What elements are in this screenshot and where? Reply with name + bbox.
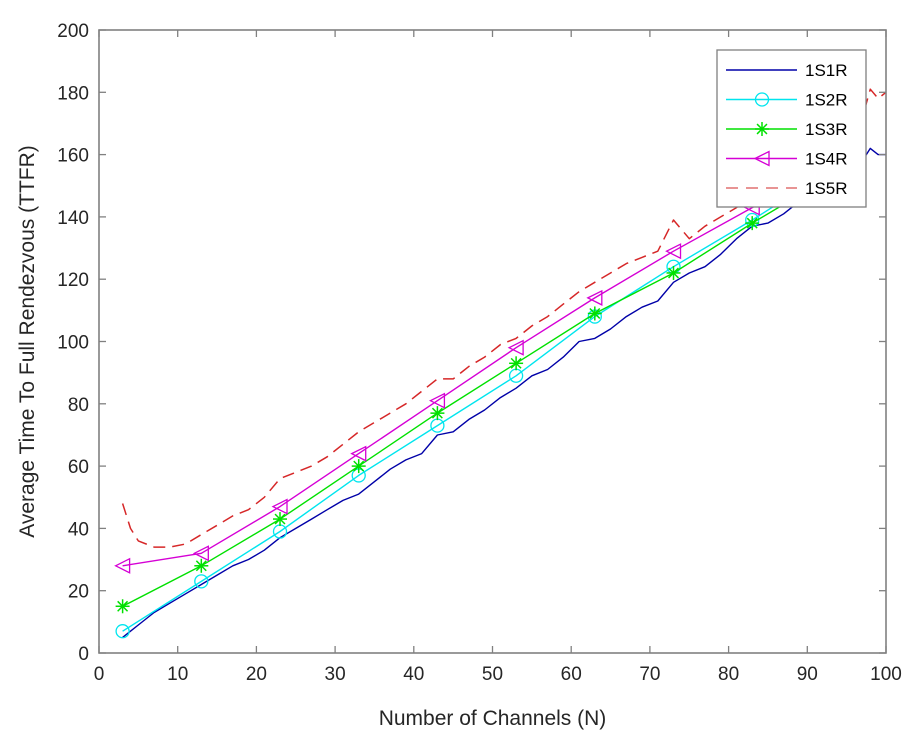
y-tick-label: 140 [57,208,89,229]
y-tick-label: 0 [78,644,89,665]
legend-label: 1S3R [805,120,848,139]
y-axis-label: Average Time To Full Rendezvous (TTFR) [16,145,39,538]
y-tick-label: 200 [57,21,89,42]
series-1s5r [121,88,887,548]
y-tick-label: 180 [57,83,89,104]
x-tick-label: 30 [325,664,346,685]
series-1s1r [122,147,886,638]
legend-label: 1S5R [805,179,848,198]
y-tick-label: 100 [57,333,89,354]
y-tick-label: 20 [68,582,89,603]
x-tick-label: 40 [403,664,424,685]
legend-label: 1S2R [805,91,848,110]
legend-item-1s5r: 1S5R [726,179,848,198]
x-tick-label: 10 [167,664,188,685]
x-tick-label: 100 [870,664,902,685]
x-tick-label: 60 [561,664,582,685]
series-layer [114,88,887,639]
legend-label: 1S4R [805,150,848,169]
y-tick-label: 80 [68,395,89,416]
y-tick-label: 120 [57,270,89,291]
legend-item-1s3r: 1S3R [726,120,848,139]
legend-label: 1S1R [805,61,848,80]
legend-item-1s4r: 1S4R [726,150,848,169]
series-1s3r [115,169,838,614]
y-tick-label: 60 [68,457,89,478]
legend-item-1s1r: 1S1R [726,61,848,80]
x-tick-label: 70 [639,664,660,685]
x-tick-label: 90 [797,664,818,685]
x-tick-label: 0 [94,664,105,685]
y-tick-label: 40 [68,519,89,540]
axes: 0 10 20 30 40 50 60 70 80 90 100 0 20 40 60 80 100 120 140… [57,21,902,685]
legend-item-1s2r: 1S2R [726,91,848,110]
legend: 1S1R 1S2R 1S3R 1S4R 1S5R [716,49,867,208]
x-tick-label: 20 [246,664,267,685]
x-axis-label: Number of Channels (N) [379,707,607,730]
x-tick-label: 50 [482,664,503,685]
x-tick-label: 80 [718,664,739,685]
y-tick-label: 160 [57,146,89,167]
